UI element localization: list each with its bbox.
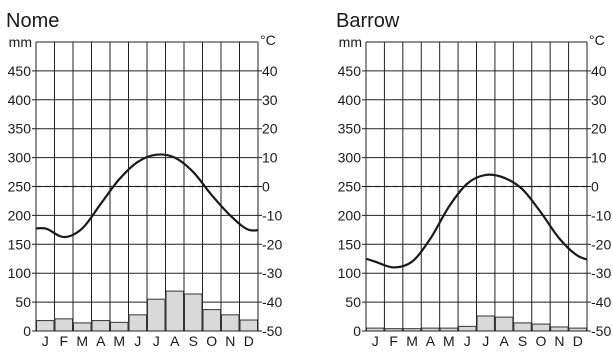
left-tick-label: 300 <box>8 150 32 166</box>
right-tick-label: 40 <box>262 63 278 79</box>
month-label: A <box>499 333 509 349</box>
month-label: S <box>189 333 198 349</box>
right-tick-label: -30 <box>262 265 282 281</box>
right-tick-label: -20 <box>262 236 282 252</box>
left-tick-label: 450 <box>8 63 32 79</box>
month-label: M <box>406 333 418 349</box>
left-tick-label: 450 <box>338 63 362 79</box>
month-label: M <box>76 333 88 349</box>
right-tick-label: 0 <box>262 179 270 195</box>
right-tick-label: -10 <box>591 207 611 223</box>
left-tick-label: 0 <box>23 323 31 339</box>
month-label: D <box>244 333 254 349</box>
month-label: A <box>170 333 180 349</box>
left-tick-label: 100 <box>338 265 362 281</box>
left-tick-label: 150 <box>8 236 32 252</box>
precip-bar-10 <box>531 323 551 332</box>
left-tick-label: 0 <box>353 323 361 339</box>
precip-bar-9 <box>184 293 203 332</box>
chart-title: Nome <box>6 10 59 32</box>
month-label: J <box>464 333 471 349</box>
left-tick-label: 250 <box>8 179 32 195</box>
precip-bar-8 <box>165 290 184 332</box>
temperature-line <box>366 173 587 269</box>
month-label: A <box>426 333 436 349</box>
left-unit-label: mm <box>9 34 32 50</box>
right-tick-label: -40 <box>591 294 611 310</box>
temperature-line <box>36 153 258 239</box>
precip-bar-2 <box>54 318 73 332</box>
month-label: J <box>134 333 141 349</box>
precip-bar-11 <box>221 314 240 332</box>
left-tick-label: 150 <box>338 236 362 252</box>
precip-bar-3 <box>73 322 92 332</box>
precip-bar-6 <box>128 314 147 332</box>
right-tick-label: 30 <box>262 92 278 108</box>
right-tick-label: 10 <box>262 150 278 166</box>
precip-bar-6 <box>458 325 477 332</box>
precip-bar-7 <box>476 315 495 332</box>
month-label: O <box>536 333 547 349</box>
right-tick-label: -10 <box>262 207 282 223</box>
month-label: M <box>443 333 455 349</box>
left-tick-label: 350 <box>8 121 32 137</box>
right-tick-label: 20 <box>591 121 607 137</box>
precip-bar-11 <box>550 326 569 332</box>
right-tick-label: 20 <box>262 121 278 137</box>
right-tick-label: -50 <box>262 323 282 339</box>
right-tick-label: 40 <box>591 63 607 79</box>
precip-bar-8 <box>494 316 514 332</box>
left-tick-label: 50 <box>345 294 361 310</box>
left-tick-label: 400 <box>338 92 362 108</box>
precip-bar-4 <box>91 320 110 332</box>
month-label: J <box>482 333 489 349</box>
right-tick-label: 30 <box>591 92 607 108</box>
month-label: N <box>225 333 235 349</box>
precip-bar-7 <box>147 298 166 332</box>
right-unit-label: °C <box>260 32 276 48</box>
left-tick-label: 200 <box>338 207 362 223</box>
right-tick-label: -50 <box>591 323 611 339</box>
month-label: N <box>554 333 564 349</box>
month-label: D <box>573 333 583 349</box>
precip-bar-5 <box>110 321 129 332</box>
chart-title: Barrow <box>336 10 400 32</box>
precip-bar-1 <box>36 320 55 332</box>
right-tick-label: 10 <box>591 150 607 166</box>
right-tick-label: -20 <box>591 236 611 252</box>
right-tick-label: -30 <box>591 265 611 281</box>
month-label: M <box>113 333 125 349</box>
left-tick-label: 250 <box>338 179 362 195</box>
left-tick-label: 350 <box>338 121 362 137</box>
precip-bar-10 <box>202 309 221 332</box>
month-label: S <box>518 333 527 349</box>
left-unit-label: mm <box>339 34 362 50</box>
month-label: J <box>372 333 379 349</box>
precip-bar-12 <box>239 319 258 332</box>
month-label: A <box>96 333 106 349</box>
month-label: J <box>42 333 49 349</box>
right-tick-label: 0 <box>591 179 599 195</box>
month-label: F <box>389 333 398 349</box>
precip-bar-9 <box>513 322 532 332</box>
left-tick-label: 50 <box>15 294 31 310</box>
right-tick-label: -40 <box>262 294 282 310</box>
month-label: O <box>206 333 217 349</box>
month-label: F <box>59 333 68 349</box>
month-label: J <box>153 333 160 349</box>
right-unit-label: °C <box>589 32 605 48</box>
left-tick-label: 400 <box>8 92 32 108</box>
left-tick-label: 300 <box>338 150 362 166</box>
left-tick-label: 100 <box>8 265 32 281</box>
left-tick-label: 200 <box>8 207 32 223</box>
